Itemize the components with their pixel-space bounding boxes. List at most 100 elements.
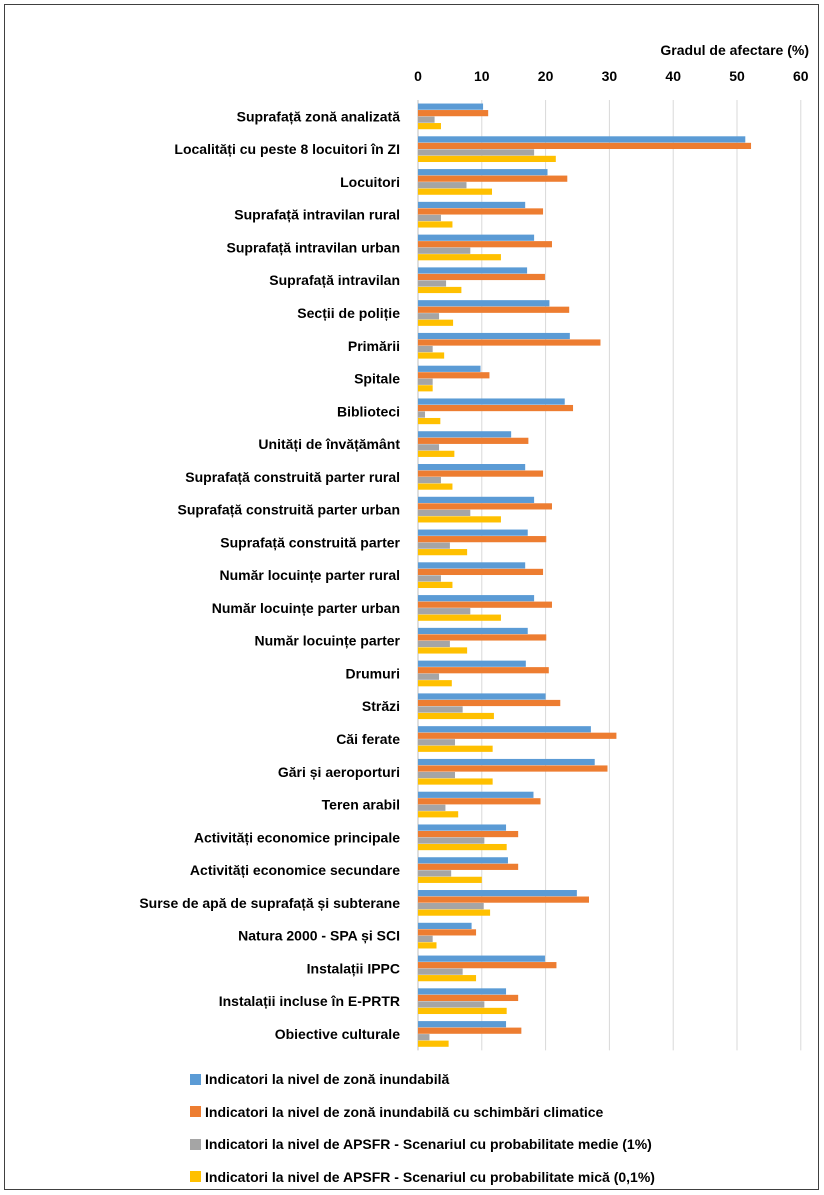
bar-series-2 [418, 830, 519, 838]
legend-item: Indicatori la nivel de APSFR - Scenariul… [190, 1161, 810, 1194]
bar-series-1 [418, 890, 577, 897]
category-label: Spitale [354, 371, 400, 387]
bar-series-2 [418, 601, 552, 608]
bar-series-3 [418, 444, 440, 451]
bar-series-1 [418, 726, 591, 733]
category-label: Suprafață intravilan urban [227, 239, 400, 255]
category-label: Suprafață construită parter [220, 534, 400, 550]
bar-series-1 [418, 791, 534, 798]
bar-series-2 [418, 863, 519, 870]
legend-swatch [190, 1073, 201, 1085]
bar-series-1 [418, 660, 526, 667]
bar-series-4 [418, 549, 468, 556]
bar-series-3 [418, 149, 535, 156]
bar-series-4 [418, 254, 501, 261]
category-label: Suprafață construită parter urban [178, 502, 401, 518]
category-label: Drumuri [346, 665, 400, 681]
bar-series-1 [418, 365, 481, 372]
category-label: Locuitori [340, 174, 400, 190]
bar-series-1 [418, 922, 472, 929]
legend-label: Indicatori la nivel de APSFR - Scenariul… [205, 1136, 652, 1153]
bar-series-2 [418, 634, 547, 641]
category-label: Căi ferate [336, 731, 400, 747]
bar-series-4 [418, 876, 482, 883]
category-label: Număr locuințe parter [255, 633, 401, 649]
bar-series-4 [418, 614, 501, 621]
bar-series-2 [418, 404, 574, 412]
category-label: Biblioteci [337, 403, 400, 419]
bar-series-2 [418, 896, 589, 903]
bar-series-2 [418, 1027, 522, 1034]
bar-series-4 [418, 483, 453, 490]
bar-series-1 [418, 201, 526, 209]
bar-series-2 [418, 339, 601, 346]
legend-item: Indicatori la nivel de zonă inundabilă [190, 1063, 810, 1096]
bar-series-3 [418, 771, 456, 779]
bar-series-3 [418, 509, 471, 516]
x-tick-label: 50 [729, 68, 745, 84]
bar-series-3 [418, 968, 463, 975]
bar-series-4 [418, 581, 453, 589]
x-tick-label: 30 [602, 68, 618, 84]
bar-series-2 [418, 372, 490, 379]
bar-series-3 [418, 378, 433, 385]
bar-chart: Gradul de afectare (%) 0 10 20 30 40 50 60 Sup… [139, 42, 809, 1051]
bar-series-4 [418, 811, 459, 818]
bar-series-2 [418, 437, 529, 444]
bar-series-3 [418, 804, 446, 811]
bar-series-4 [418, 975, 477, 982]
bar-series-1 [418, 300, 550, 307]
legend-label: Indicatori la nivel de zonă inundabilă [205, 1071, 450, 1088]
bar-series-4 [418, 417, 441, 425]
bar-series-2 [418, 994, 519, 1002]
x-axis-ticks: 0 10 20 30 40 50 60 [414, 68, 809, 84]
category-label: Activități economice principale [194, 829, 400, 845]
bar-series-1 [418, 332, 570, 340]
bar-series-2 [418, 699, 561, 707]
legend: Indicatori la nivel de zonă inundabilă In… [190, 1063, 810, 1193]
bar-series-2 [418, 568, 544, 576]
bar-series-4 [418, 680, 452, 687]
bar-series-3 [418, 214, 441, 222]
category-label: Unități de învățământ [258, 436, 400, 452]
bar-series-3 [418, 608, 471, 615]
bar-series-3 [418, 870, 452, 877]
bar-series-4 [418, 155, 556, 163]
bar-series-3 [418, 477, 441, 484]
legend-swatch [190, 1138, 201, 1150]
bar-series-4 [418, 516, 501, 523]
bar-series-2 [418, 536, 547, 543]
bar-series-4 [418, 1007, 507, 1015]
bar-series-3 [418, 706, 463, 713]
bar-series-1 [418, 431, 512, 438]
bar-series-1 [418, 758, 595, 766]
bar-series-2 [418, 110, 489, 117]
legend-label: Indicatori la nivel de zonă inundabilă c… [205, 1103, 604, 1120]
bar-series-1 [418, 169, 548, 176]
category-label: Suprafață zonă analizată [237, 108, 401, 124]
bar-series-3 [418, 935, 433, 942]
bar-series-1 [418, 595, 535, 602]
bar-series-2 [418, 175, 568, 182]
bar-series-1 [418, 267, 528, 274]
category-label: Teren arabil [322, 797, 400, 813]
legend-item: Indicatori la nivel de zonă inundabilă c… [190, 1096, 810, 1129]
bar-series-2 [418, 273, 545, 281]
bar-series-2 [418, 503, 552, 510]
bar-series-2 [418, 470, 544, 477]
bar-series-3 [418, 1001, 485, 1008]
category-label: Suprafață intravilan [269, 272, 400, 288]
bar-series-3 [418, 903, 484, 910]
bar-series-2 [418, 765, 608, 772]
bar-series-3 [418, 640, 450, 648]
x-tick-label: 10 [474, 68, 490, 84]
bar-series-2 [418, 962, 557, 969]
bar-series-2 [418, 798, 541, 805]
x-tick-label: 40 [665, 68, 681, 84]
bar-series-2 [418, 929, 477, 936]
category-label: Obiective culturale [275, 1026, 400, 1042]
bar-series-3 [418, 673, 440, 680]
bars [418, 103, 752, 1047]
category-label: Număr locuințe parter rural [220, 567, 401, 583]
bar-series-3 [418, 739, 456, 746]
